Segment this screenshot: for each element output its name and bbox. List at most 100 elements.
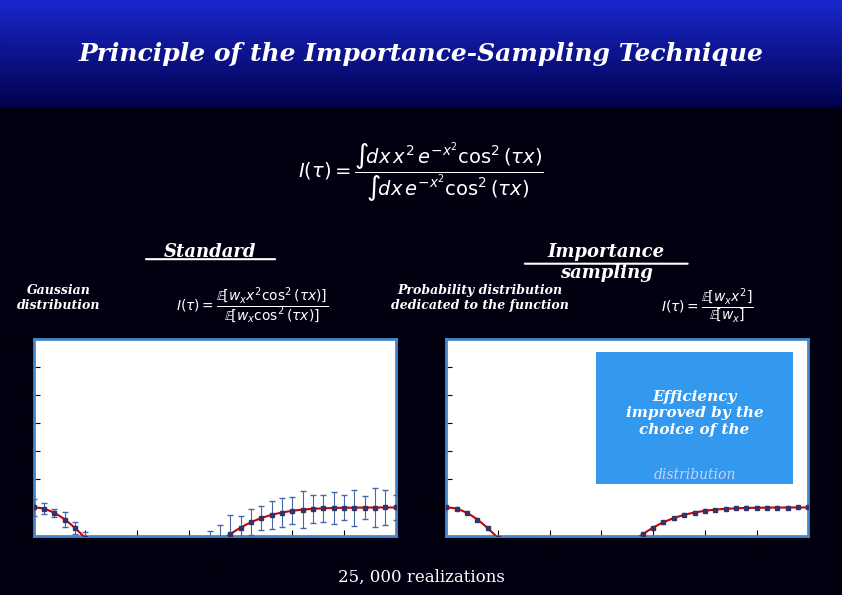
Bar [0, 17, 842, 18]
Bar [0, 47, 842, 48]
Bar [0, 20, 842, 21]
Bar [0, 55, 842, 56]
Bar [0, 16, 842, 17]
Bar [0, 54, 842, 55]
Bar [0, 14, 842, 15]
Bar [0, 13, 842, 14]
Bar [0, 68, 842, 70]
Bar [0, 7, 842, 8]
Bar [0, 62, 842, 63]
Bar [0, 33, 842, 35]
Bar [0, 39, 842, 40]
Bar [0, 93, 842, 94]
Bar [0, 29, 842, 30]
Text: $I(\tau) = \dfrac{\mathbb{E}\!\left[w_x x^2 \cos^2(\tau x)\right]}{\mathbb{E}\!\: $I(\tau) = \dfrac{\mathbb{E}\!\left[w_x … [177, 286, 328, 325]
Text: $I(\tau) = \dfrac{\int\!dx\, x^2\, e^{-x^2}\cos^2(\tau x)}{\int\!dx\, e^{-x^2}\c: $I(\tau) = \dfrac{\int\!dx\, x^2\, e^{-x… [298, 140, 544, 205]
Bar [0, 40, 842, 42]
Bar [0, 26, 842, 27]
Bar [0, 46, 842, 47]
Bar [0, 60, 842, 61]
Bar [0, 31, 842, 32]
Bar [0, 77, 842, 78]
Bar [0, 64, 842, 65]
Bar [0, 21, 842, 23]
Bar [0, 88, 842, 89]
Bar [0, 58, 842, 59]
Bar [0, 98, 842, 99]
Bar [0, 0, 842, 1]
Text: Gaussian
distribution: Gaussian distribution [17, 284, 101, 312]
Bar [0, 99, 842, 101]
Bar [0, 103, 842, 104]
Bar [0, 83, 842, 84]
Bar [0, 75, 842, 76]
Bar [0, 87, 842, 88]
Bar [0, 104, 842, 105]
Bar [0, 27, 842, 28]
Bar [0, 12, 842, 13]
Bar [0, 105, 842, 106]
Bar [0, 4, 842, 5]
Bar [0, 19, 842, 20]
Bar [0, 18, 842, 19]
Bar [0, 28, 842, 29]
Bar [0, 45, 842, 46]
X-axis label: $\tau$: $\tau$ [621, 556, 633, 571]
Bar [0, 106, 842, 107]
Bar [0, 80, 842, 82]
Bar [0, 57, 842, 58]
Bar [0, 95, 842, 96]
Bar [0, 8, 842, 10]
Bar [0, 79, 842, 80]
Bar [0, 24, 842, 26]
Bar [0, 78, 842, 79]
Bar [0, 90, 842, 91]
Bar [0, 36, 842, 37]
Bar [0, 35, 842, 36]
Bar [0, 76, 842, 77]
Bar [0, 51, 842, 52]
Bar [0, 37, 842, 39]
Bar [0, 86, 842, 87]
Text: Probability distribution
dedicated to the function: Probability distribution dedicated to th… [391, 284, 569, 312]
Bar [0, 48, 842, 49]
Bar [0, 52, 842, 54]
Bar [0, 92, 842, 93]
Bar [0, 73, 842, 74]
Bar [0, 3, 842, 4]
Bar [0, 43, 842, 44]
Bar [0, 15, 842, 16]
Bar [0, 2, 842, 3]
Bar [0, 94, 842, 95]
Bar [0, 70, 842, 71]
Bar [0, 84, 842, 86]
FancyBboxPatch shape [596, 352, 793, 484]
Text: 25, 000 realizations: 25, 000 realizations [338, 569, 504, 585]
Bar [0, 96, 842, 98]
Bar [0, 74, 842, 75]
Text: Efficiency
improved by the
choice of the: Efficiency improved by the choice of the [626, 390, 764, 437]
Bar [0, 101, 842, 102]
Bar [0, 56, 842, 57]
Text: Principle of the Importance-Sampling Technique: Principle of the Importance-Sampling Tec… [78, 42, 764, 65]
X-axis label: $\tau$: $\tau$ [209, 556, 221, 571]
Bar [0, 42, 842, 43]
Bar [0, 23, 842, 24]
Bar [0, 59, 842, 60]
Bar [0, 91, 842, 92]
Bar [0, 82, 842, 83]
Bar [0, 63, 842, 64]
Text: $I(\tau) = \dfrac{\mathbb{E}\!\left[w_x x^2\right]}{\mathbb{E}\!\left[w_x\right]: $I(\tau) = \dfrac{\mathbb{E}\!\left[w_x … [661, 286, 754, 325]
Bar [0, 67, 842, 68]
Bar [0, 10, 842, 11]
Text: Importance
sampling: Importance sampling [547, 243, 665, 282]
Text: Standard: Standard [164, 243, 257, 261]
Bar [0, 1, 842, 2]
Bar [0, 65, 842, 67]
Bar [0, 89, 842, 90]
Bar [0, 30, 842, 31]
Bar [0, 102, 842, 103]
Bar [0, 5, 842, 7]
Bar [0, 71, 842, 72]
Bar [0, 72, 842, 73]
